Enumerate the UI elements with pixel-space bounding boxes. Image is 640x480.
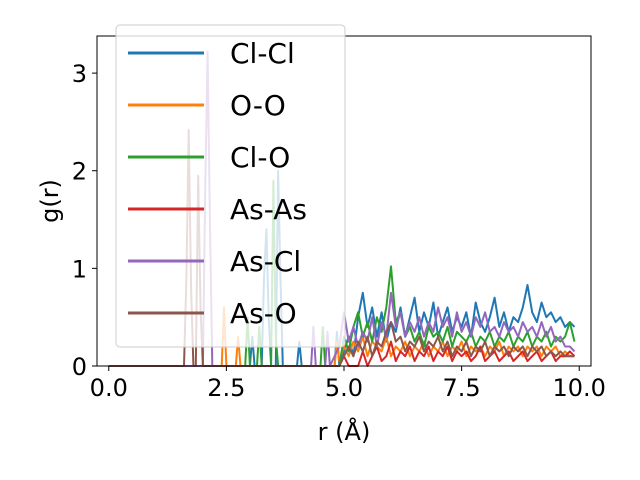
legend: Cl-Cl O-O Cl-O As-As As-Cl As-O xyxy=(115,24,346,348)
y-axis-ticks: 0 1 2 3 xyxy=(72,60,97,381)
series-line-o-o xyxy=(108,306,575,367)
legend-label: As-Cl xyxy=(230,245,301,278)
x-tick-label: 10.0 xyxy=(553,374,606,402)
x-tick-label: 2.5 xyxy=(207,374,245,402)
y-tick-label: 1 xyxy=(72,255,87,283)
legend-label: As-O xyxy=(230,297,297,330)
legend-label: Cl-Cl xyxy=(230,37,295,70)
legend-items: Cl-Cl O-O Cl-O As-As As-Cl As-O xyxy=(128,37,307,330)
x-tick-label: 0.0 xyxy=(90,374,128,402)
legend-label: As-As xyxy=(230,193,307,226)
series-line-as-as xyxy=(108,340,576,367)
x-axis-label: r (Å) xyxy=(318,417,371,446)
x-tick-label: 5.0 xyxy=(325,374,363,402)
y-tick-label: 2 xyxy=(72,158,87,186)
x-tick-label: 7.5 xyxy=(443,374,481,402)
legend-label: Cl-O xyxy=(230,141,290,174)
x-axis-ticks: 0.0 2.5 5.0 7.5 10.0 xyxy=(90,366,606,402)
y-tick-label: 0 xyxy=(72,353,87,381)
legend-label: O-O xyxy=(230,89,286,122)
y-tick-label: 3 xyxy=(72,60,87,88)
y-axis-label: g(r) xyxy=(36,179,64,223)
